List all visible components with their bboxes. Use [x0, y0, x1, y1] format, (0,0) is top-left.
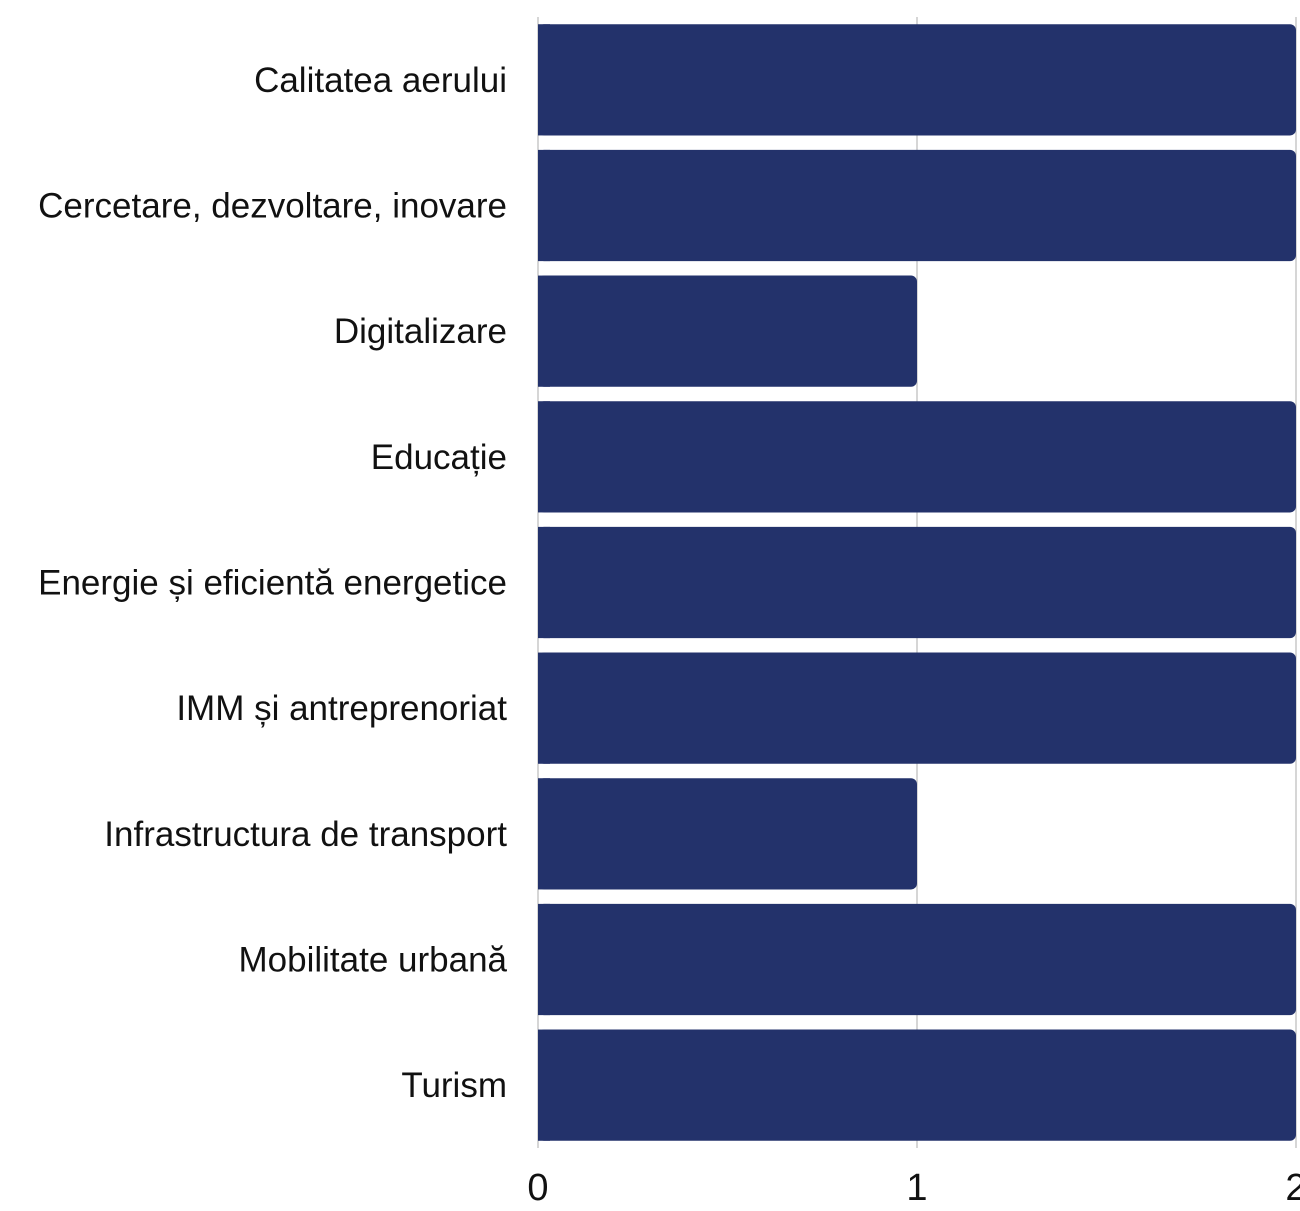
bar	[538, 903, 1296, 1016]
x-tick-label: 0	[527, 1167, 548, 1209]
bar	[538, 1029, 1296, 1141]
bar	[538, 652, 1296, 764]
bar-base	[538, 275, 550, 387]
category-label: Calitatea aerului	[254, 61, 507, 100]
bars	[538, 24, 1296, 1141]
category-label: Educație	[371, 438, 507, 477]
category-labels: Calitatea aerului Cercetare, dezvoltare, …	[38, 61, 507, 1105]
category-label: Mobilitate urbană	[239, 941, 508, 980]
bar	[538, 24, 1296, 136]
bar-base	[538, 526, 550, 639]
x-tick-label: 1	[906, 1167, 927, 1209]
bar-base	[538, 24, 550, 136]
bar	[538, 275, 917, 387]
category-label: Energie și eficientă energetice	[38, 564, 507, 603]
category-label: Turism	[401, 1066, 507, 1105]
bar-base	[538, 652, 550, 764]
bar-base	[538, 778, 550, 890]
bar-base	[538, 1029, 550, 1141]
category-label: Infrastructura de transport	[104, 815, 507, 854]
bar-base	[538, 401, 550, 513]
category-label: IMM și antreprenoriat	[176, 689, 507, 728]
category-label: Cercetare, dezvoltare, inovare	[38, 187, 507, 226]
category-label: Digitalizare	[334, 312, 507, 351]
bar	[538, 149, 1296, 262]
bar	[538, 778, 917, 890]
x-tick-label: 2	[1285, 1167, 1300, 1209]
bar	[538, 526, 1296, 639]
bar-base	[538, 903, 550, 1016]
bar	[538, 401, 1296, 513]
bar-base	[538, 149, 550, 262]
x-axis-ticks: 0 1 2	[527, 1167, 1300, 1209]
